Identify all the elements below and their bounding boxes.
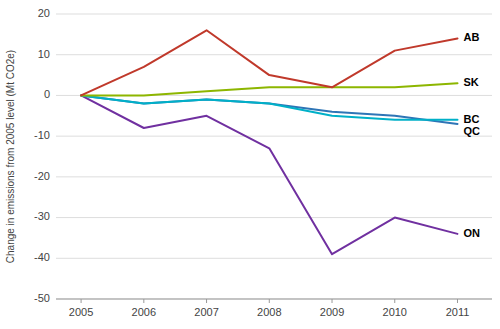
grid-line: [56, 176, 492, 177]
y-tick-label: -30: [34, 210, 50, 222]
x-tick-label: 2006: [132, 306, 156, 318]
series-line: [81, 95, 457, 119]
x-axis-line: [56, 299, 492, 300]
series-line: [81, 83, 457, 95]
grid-line: [56, 217, 492, 218]
grid-line: [56, 136, 492, 137]
y-axis-label: Change in emissions from 2005 level (Mt …: [5, 50, 16, 263]
series-label: BC: [463, 113, 479, 125]
x-tick: [206, 299, 207, 303]
grid-line: [56, 258, 492, 259]
x-tick-label: 2011: [446, 306, 470, 318]
x-tick: [332, 299, 333, 303]
grid-line: [56, 299, 492, 300]
series-line: [81, 95, 457, 254]
chart: -50 -40 -30 -20 -10 0 10 20 2005 2006 2007 2008 2009…: [0, 0, 500, 329]
y-tick-label: 0: [44, 88, 50, 100]
series-label: AB: [463, 31, 479, 43]
y-tick-label: -10: [34, 129, 50, 141]
x-tick-label: 2008: [257, 306, 281, 318]
x-tick: [394, 299, 395, 303]
x-tick: [143, 299, 144, 303]
grid-line: [56, 14, 492, 15]
series-line: [81, 30, 457, 95]
series-label: QC: [463, 125, 480, 137]
series-line: [81, 95, 457, 124]
series-label: ON: [463, 227, 480, 239]
lines: [81, 30, 457, 254]
series-label: SK: [463, 76, 478, 88]
x-tick: [269, 299, 270, 303]
x-tick: [81, 299, 82, 303]
y-tick-label: -50: [34, 292, 50, 304]
x-tick: [457, 299, 458, 303]
y-tick-label: 10: [38, 48, 50, 60]
x-tick-label: 2007: [194, 306, 218, 318]
x-tick-label: 2010: [383, 306, 407, 318]
x-tick-label: 2005: [69, 306, 93, 318]
y-tick-label: -40: [34, 251, 50, 263]
grid: [56, 14, 492, 299]
x-tick-label: 2009: [320, 306, 344, 318]
y-tick-label: -20: [34, 170, 50, 182]
y-tick-label: 20: [38, 7, 50, 19]
grid-line: [56, 54, 492, 55]
